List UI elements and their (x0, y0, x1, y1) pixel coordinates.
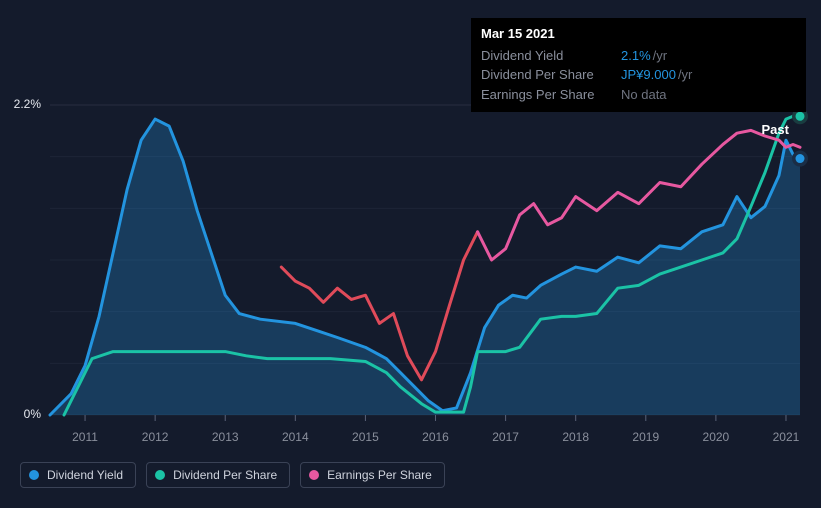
x-axis-tick-label: 2013 (212, 430, 239, 444)
tooltip-row: Earnings Per ShareNo data (481, 85, 796, 105)
x-axis-tick-label: 2014 (282, 430, 309, 444)
x-axis-tick-label: 2019 (632, 430, 659, 444)
tooltip-suffix: /yr (653, 46, 667, 66)
x-axis-tick-label: 2015 (352, 430, 379, 444)
legend-dot-icon (309, 470, 319, 480)
legend-label: Dividend Yield (47, 468, 123, 482)
x-axis-tick-label: 2018 (562, 430, 589, 444)
tooltip-row: Dividend Yield2.1% /yr (481, 46, 796, 66)
legend-dot-icon (155, 470, 165, 480)
x-axis-tick-label: 2011 (72, 430, 98, 444)
tooltip-row: Dividend Per ShareJP¥9.000 /yr (481, 65, 796, 85)
x-axis-tick-label: 2016 (422, 430, 449, 444)
tooltip-suffix: /yr (678, 65, 692, 85)
legend-item[interactable]: Dividend Yield (20, 462, 136, 488)
y-axis-tick-label: 2.2% (14, 97, 41, 111)
legend-label: Dividend Per Share (173, 468, 277, 482)
legend-item[interactable]: Dividend Per Share (146, 462, 290, 488)
tooltip-date: Mar 15 2021 (481, 24, 796, 44)
tooltip-nodata: No data (621, 85, 667, 105)
chart-tooltip: Mar 15 2021 Dividend Yield2.1% /yrDivide… (471, 18, 806, 112)
x-axis-tick-label: 2021 (773, 430, 800, 444)
tooltip-value: 2.1% (621, 46, 651, 66)
legend-label: Earnings Per Share (327, 468, 432, 482)
past-label: Past (761, 122, 788, 137)
legend-dot-icon (29, 470, 39, 480)
tooltip-value: JP¥9.000 (621, 65, 676, 85)
x-axis-tick-label: 2020 (703, 430, 730, 444)
tooltip-label: Earnings Per Share (481, 85, 621, 105)
tooltip-label: Dividend Per Share (481, 65, 621, 85)
y-axis-tick-label: 0% (24, 407, 41, 421)
legend-item[interactable]: Earnings Per Share (300, 462, 445, 488)
x-axis-labels: 2011 2012 2013 2014 2015 2016 2017 2018 2019 2020… (50, 430, 800, 450)
x-axis-tick-label: 2017 (492, 430, 519, 444)
tooltip-label: Dividend Yield (481, 46, 621, 66)
chart-legend: Dividend Yield Dividend Per Share Earnings… (20, 462, 445, 488)
x-axis-tick-label: 2012 (142, 430, 169, 444)
